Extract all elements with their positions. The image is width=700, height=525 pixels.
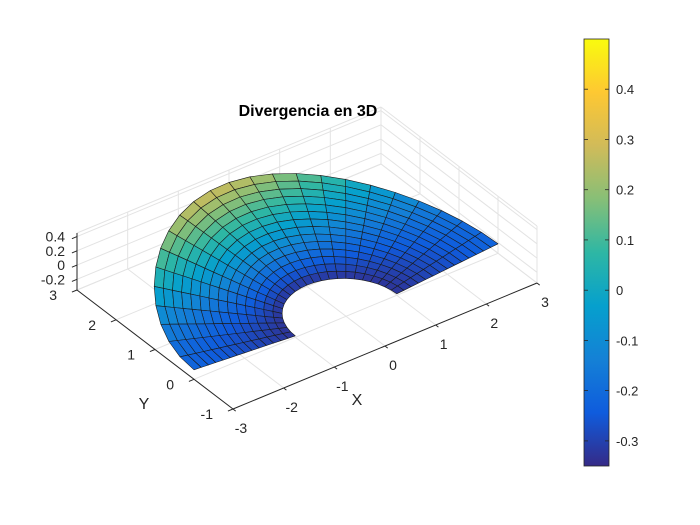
colorbar-ticks: -0.3 -0.2 -0.1 0 0.1 0.2 0.3 0.4 [584, 82, 638, 449]
x-tick-mark [333, 366, 338, 370]
colorbar-tick-label: -0.1 [616, 333, 638, 348]
z-grid-line [380, 124, 538, 245]
z-tick-mark [71, 278, 78, 282]
surface-face [236, 303, 247, 315]
surface-face [331, 241, 347, 251]
chart-title: Divergencia en 3D [239, 103, 378, 120]
surface-face [317, 241, 334, 250]
surface-face [199, 295, 211, 312]
surface-face [245, 305, 256, 316]
z-tick-label: 0 [57, 257, 65, 273]
surface-face [334, 263, 347, 272]
colorbar-tick-label: 0.3 [616, 133, 634, 148]
x-tick-mark [384, 345, 389, 349]
x-tick-labels: -3 -2 -1 0 1 2 3 [232, 282, 549, 436]
x-tick-label: 3 [541, 294, 549, 310]
colorbar-tick-label: 0.4 [616, 82, 634, 97]
y-tick-labels: -1 0 1 2 3 [49, 287, 234, 422]
surface-face [227, 301, 238, 315]
surface-face [190, 278, 202, 297]
z-tick-label: -0.2 [41, 271, 65, 287]
x-tick-mark [232, 408, 237, 412]
surface-face [312, 226, 331, 235]
y-tick-mark [227, 408, 234, 412]
z-grid-line [76, 110, 382, 238]
surface-face [271, 173, 299, 182]
surface-face [153, 266, 166, 289]
colorbar-tick-label: -0.3 [616, 434, 638, 449]
y-tick-mark [110, 319, 117, 323]
z-grid-line [380, 110, 538, 230]
colorbar-gradient [583, 38, 610, 467]
y-tick-mark [188, 378, 195, 382]
x-tick-label: 1 [440, 336, 448, 352]
surface-face [208, 297, 220, 313]
z-tick-labels: -0.200.20.4 [41, 229, 78, 287]
surface-face [172, 272, 184, 293]
y-axis-label: Y [139, 396, 150, 413]
surface-face [305, 203, 328, 213]
surface-plot [153, 173, 499, 371]
surface-face [278, 188, 304, 198]
y-tick-mark [71, 289, 78, 293]
y-grid-line [193, 252, 499, 380]
surface-face [282, 195, 306, 205]
surface-face [333, 256, 347, 265]
x-tick-mark [283, 387, 287, 391]
y-tick-label: 3 [49, 287, 57, 303]
surface-face [179, 354, 202, 371]
surface-face [199, 281, 211, 299]
y-tick-label: -1 [201, 406, 214, 422]
colorbar-tick-label: 0.1 [616, 233, 634, 248]
z-tick-mark [71, 236, 78, 240]
y-tick-label: 2 [88, 317, 96, 333]
x-tick-label: -1 [336, 378, 349, 394]
surface-face [336, 270, 347, 279]
z-grid-line [380, 138, 538, 259]
colorbar-tick-label: -0.2 [616, 384, 638, 399]
x-tick-label: -3 [235, 420, 248, 436]
x-tick-mark [435, 324, 439, 328]
colorbar: -0.3 -0.2 -0.1 0 0.1 0.2 0.3 0.4 [583, 38, 638, 467]
surface-face [345, 271, 356, 280]
surface-face [390, 285, 405, 295]
colorbar-tick-label: 0.2 [616, 183, 634, 198]
x-tick-label: 0 [389, 357, 397, 373]
colorbar-tick-label: 0 [616, 283, 623, 298]
x-tick-mark [485, 303, 490, 307]
z-tick-mark [71, 264, 78, 268]
surface-face [217, 299, 229, 314]
x-tick-label: -2 [285, 399, 298, 415]
x-axis-label: X [352, 392, 363, 409]
surface-face [208, 284, 220, 301]
x-tick-label: 2 [490, 315, 498, 331]
z-tick-label: 0.2 [46, 243, 66, 259]
y-tick-mark [149, 349, 156, 353]
surface-face [190, 293, 202, 311]
surface-face [307, 211, 329, 220]
z-tick-label: 0.4 [46, 229, 66, 245]
surface-face [314, 233, 332, 242]
z-grid-line [380, 152, 538, 273]
surface-face [181, 275, 193, 295]
x-tick-mark [536, 282, 541, 286]
surface-face [309, 218, 330, 228]
surface-face [275, 180, 302, 190]
y-tick-label: 1 [127, 347, 135, 363]
surface-face [163, 269, 175, 291]
z-tick-mark [71, 250, 78, 254]
surface-face [345, 263, 357, 273]
y-tick-label: 0 [166, 376, 174, 392]
surface-face [332, 248, 347, 258]
